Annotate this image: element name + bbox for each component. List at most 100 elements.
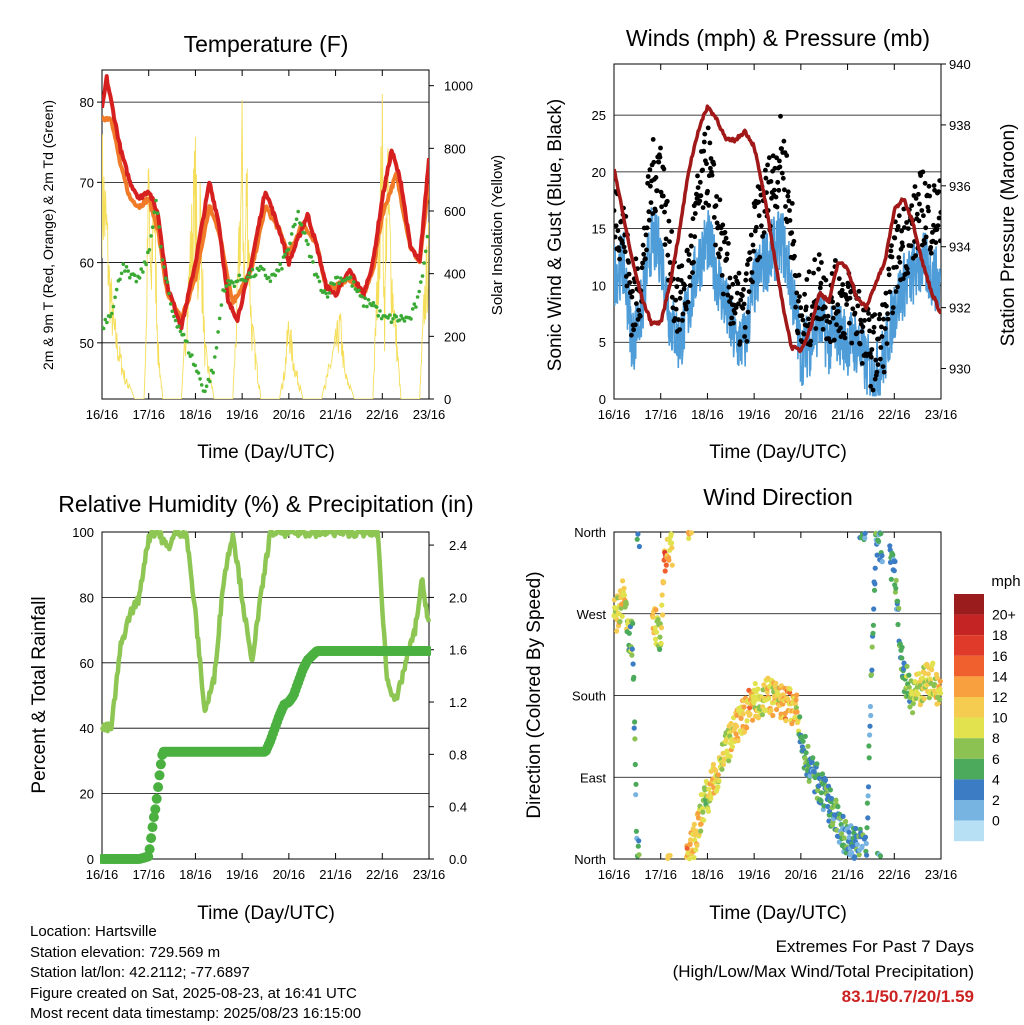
wind-ytick-label: 20 <box>592 165 606 180</box>
gust-point <box>913 196 919 201</box>
direction-title: Wind Direction <box>703 484 853 510</box>
gust-point <box>774 155 779 161</box>
dewpoint-point <box>147 248 152 252</box>
gust-point <box>884 303 889 309</box>
gust-point <box>825 313 831 319</box>
direction-point <box>930 660 936 666</box>
dewpoint-point <box>139 267 143 271</box>
gust-point <box>697 179 703 185</box>
gust-point <box>888 248 894 254</box>
dewpoint-point <box>420 274 425 278</box>
direction-point <box>630 620 636 627</box>
gust-point <box>877 356 883 362</box>
gust-point <box>890 305 896 310</box>
direction-point <box>653 607 659 613</box>
direction-point <box>833 797 839 803</box>
rh-line <box>100 530 431 734</box>
dewpoint-point <box>162 265 166 269</box>
gust-point <box>786 198 792 204</box>
direction-point <box>887 543 893 549</box>
gust-point <box>796 272 802 278</box>
gust-point <box>726 241 731 246</box>
rh-y2tick-label: 2.4 <box>449 538 467 553</box>
direction-point <box>688 530 695 536</box>
direction-point <box>794 709 800 715</box>
gust-point <box>895 224 901 229</box>
direction-point <box>686 535 692 542</box>
wind-y2tick-label: 938 <box>949 118 971 133</box>
gust-point <box>763 167 768 173</box>
gust-point <box>626 260 631 265</box>
gust-point <box>689 243 694 249</box>
gust-point <box>751 248 756 254</box>
gust-point <box>835 302 841 308</box>
direction-point <box>663 562 669 568</box>
direction-point <box>667 852 673 859</box>
dewpoint-point <box>108 314 112 319</box>
gust-point <box>899 228 904 234</box>
gust-point <box>839 287 845 293</box>
gust-point <box>759 223 764 229</box>
dir-ytick-label: North <box>574 525 606 540</box>
dewpoint-point <box>160 258 165 262</box>
direction-point <box>705 808 712 814</box>
dewpoint-point <box>250 267 255 272</box>
gust-point <box>617 256 622 262</box>
temp-plot-area: 16/16 17/16 18/16 19/16 20/16 21/16 22/16 23/16… <box>80 69 473 422</box>
gust-point <box>717 197 723 203</box>
gust-point <box>643 232 649 238</box>
gust-point <box>937 238 941 244</box>
recent-text: Most recent data timestamp: 2025/08/23 1… <box>30 1005 362 1022</box>
gust-point <box>741 287 746 292</box>
gust-point <box>847 295 853 301</box>
gust-point <box>701 139 707 145</box>
temp-y2tick-label: 200 <box>444 329 466 344</box>
gust-point <box>882 326 888 331</box>
dewpoint-point <box>314 272 319 277</box>
speed-legend-swatch <box>954 758 984 780</box>
dewpoint-point <box>356 288 361 293</box>
gust-point <box>816 266 821 272</box>
direction-point <box>895 621 901 628</box>
dewpoint-point <box>149 234 153 238</box>
gust-point <box>651 159 657 165</box>
direction-point <box>866 743 872 749</box>
direction-point <box>841 835 847 841</box>
direction-point <box>686 856 693 862</box>
gust-point <box>658 145 663 151</box>
direction-point <box>726 758 732 764</box>
gust-point <box>868 383 874 389</box>
gust-point <box>722 239 727 245</box>
direction-point <box>658 625 665 631</box>
gust-point <box>702 131 708 137</box>
direction-point <box>698 821 704 827</box>
rh-y2tick-label: 1.6 <box>449 643 467 658</box>
direction-point <box>727 753 733 759</box>
dewpoint-point <box>247 271 251 275</box>
gust-point <box>871 324 877 330</box>
gust-point <box>885 316 891 322</box>
direction-point <box>669 545 675 551</box>
gust-point <box>798 305 804 311</box>
gust-point <box>709 172 715 178</box>
direction-point <box>785 696 791 702</box>
speed-legend-label: 14 <box>992 668 1008 684</box>
gust-point <box>871 329 876 335</box>
direction-point <box>636 852 642 858</box>
gust-point <box>667 260 673 265</box>
gust-point <box>923 234 929 240</box>
gust-point <box>774 204 780 210</box>
direction-point <box>934 675 940 681</box>
direction-point <box>891 568 897 574</box>
dewpoint-point <box>168 302 173 306</box>
gust-point <box>643 256 648 262</box>
gust-point <box>666 218 672 224</box>
wind-xtick-label: 20/16 <box>785 407 818 422</box>
rh-ytick-label: 100 <box>72 525 94 540</box>
gust-point <box>782 187 787 193</box>
direction-point <box>783 718 789 724</box>
dewpoint-point <box>409 317 413 321</box>
direction-point <box>871 587 878 593</box>
temperature-ylabel: 2m & 9m T (Red, Orange) & 2m Td (Green) <box>40 100 56 370</box>
direction-point <box>633 828 640 834</box>
